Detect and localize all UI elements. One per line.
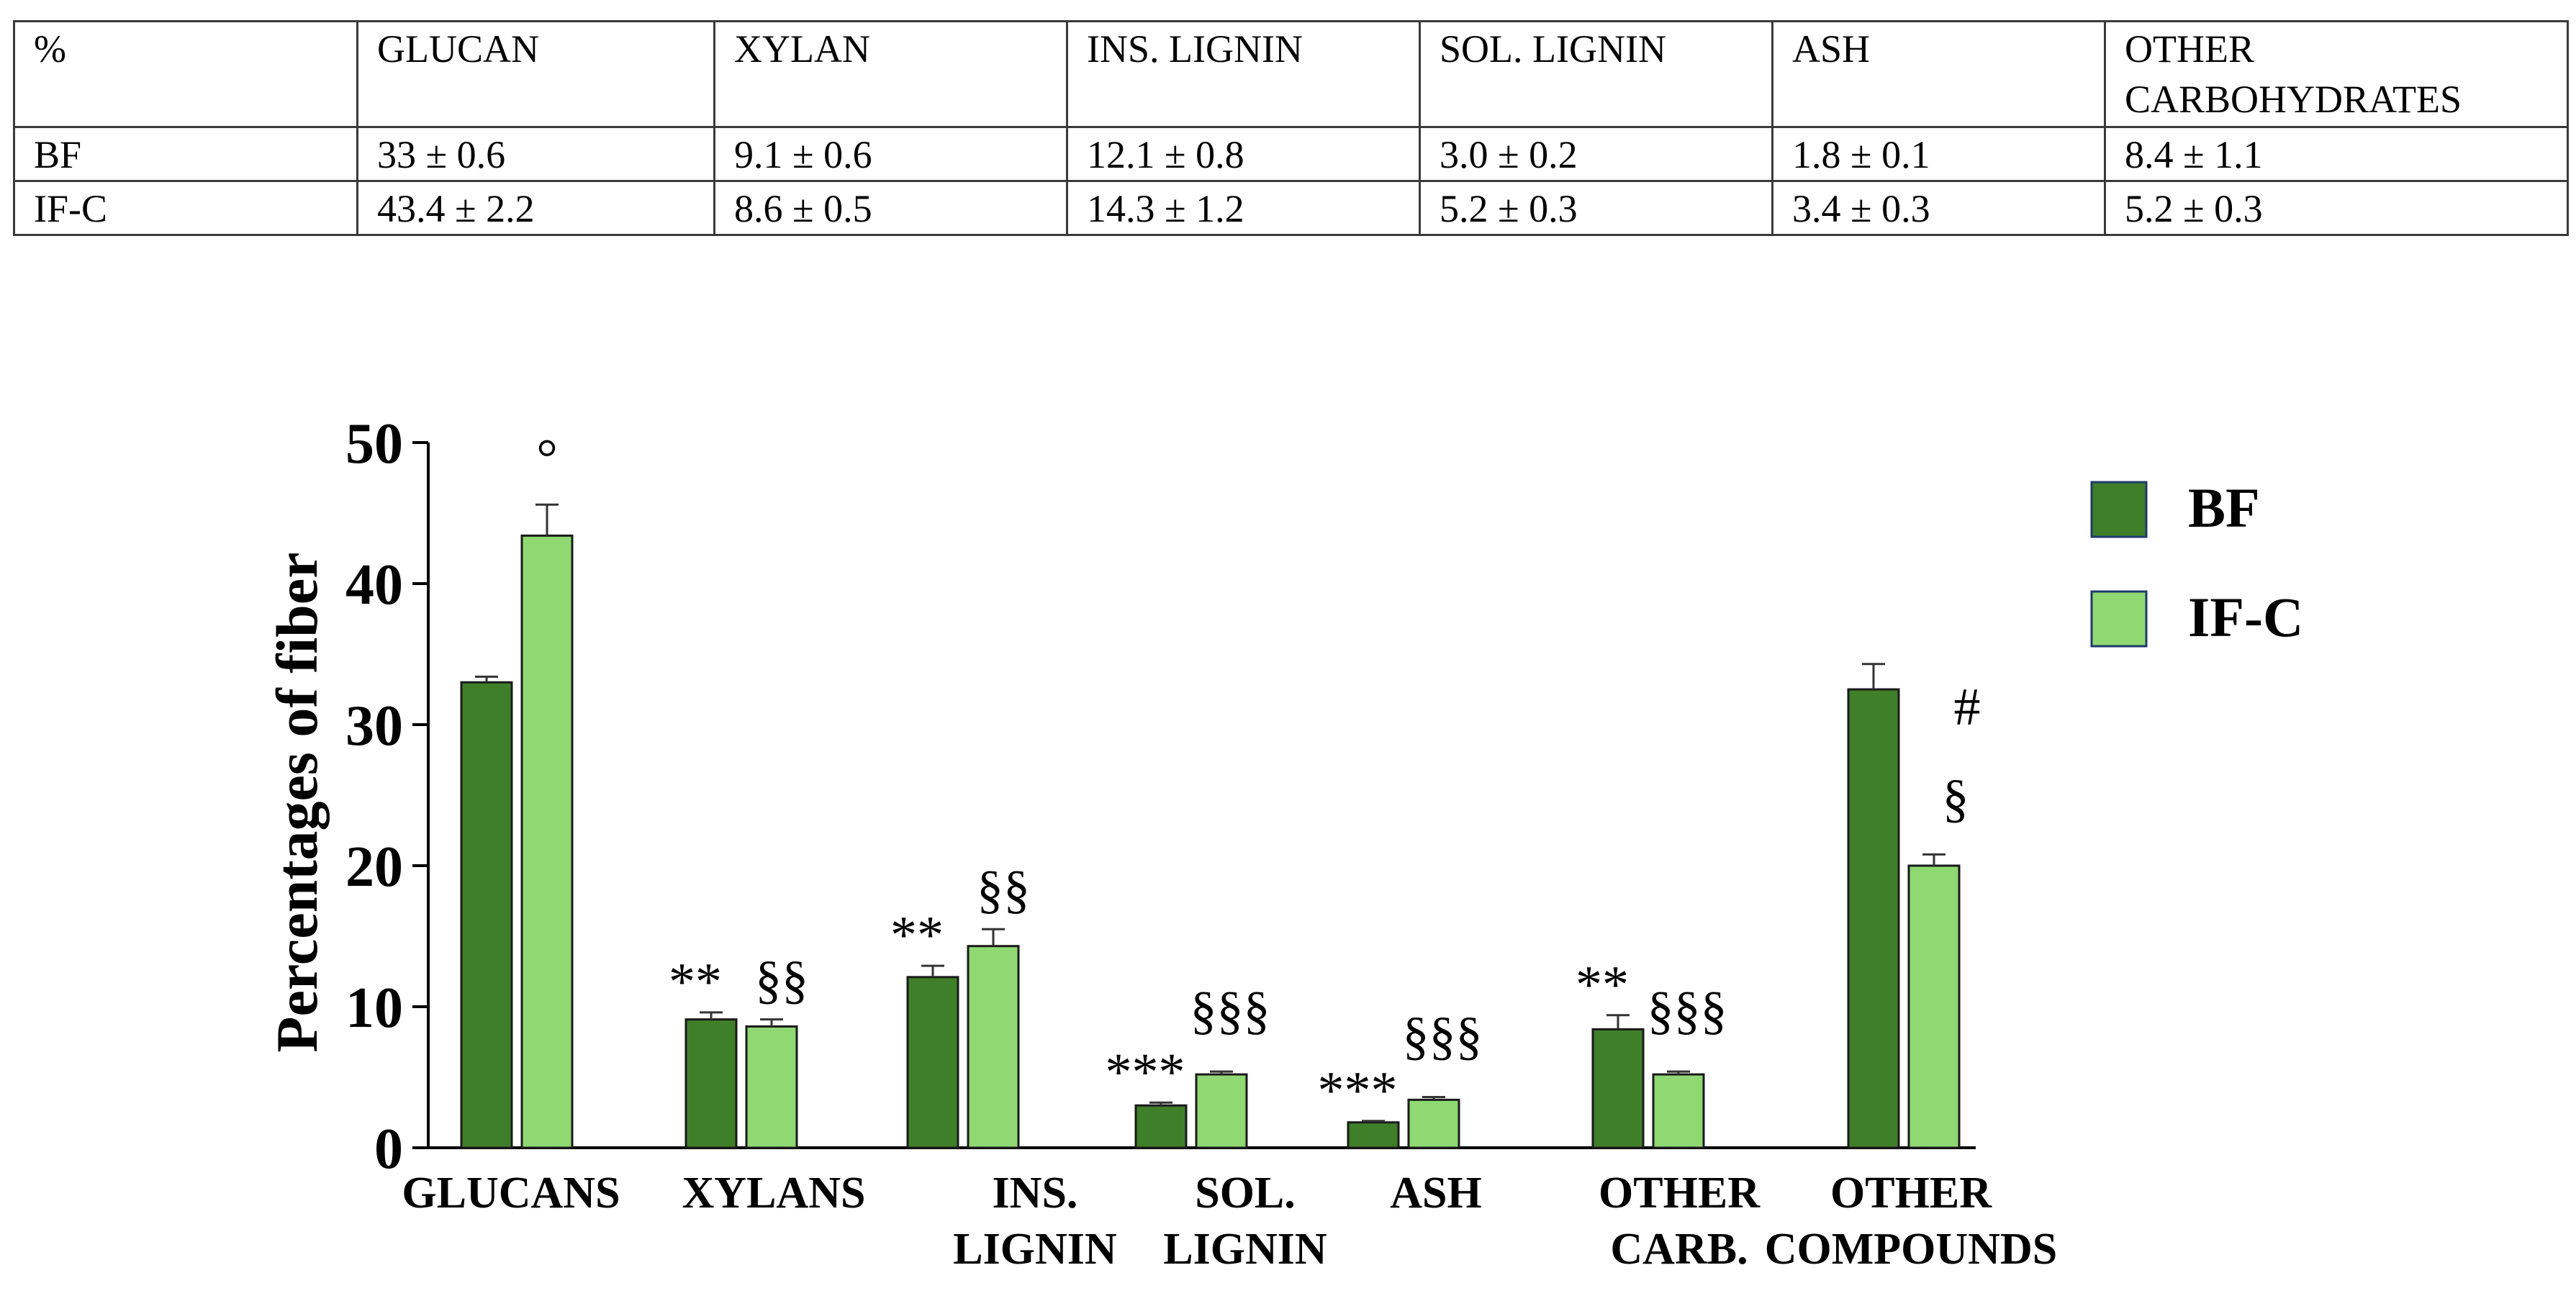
x-category-label: INS. LIGNIN xyxy=(953,1169,1116,1274)
significance-mark: ** xyxy=(669,953,722,1012)
significance-mark: ** xyxy=(890,906,944,965)
y-tick-label: 0 xyxy=(374,1118,403,1181)
bar-bf xyxy=(460,681,513,1149)
table-cell: 8.4 ± 1.1 xyxy=(2104,126,2569,182)
significance-mark: §§ xyxy=(755,951,808,1010)
y-tick-label: 40 xyxy=(345,553,403,617)
table-cell: 9.1 ± 0.6 xyxy=(713,126,1068,182)
bar-if-c xyxy=(967,945,1020,1149)
bar-bf xyxy=(684,1018,738,1149)
y-tick-label: 10 xyxy=(345,976,403,1040)
x-category-label: OTHER CARB. xyxy=(1599,1169,1761,1274)
x-category-label: XYLANS xyxy=(682,1169,866,1218)
bar-if-c xyxy=(1907,864,1961,1149)
table-cell: IF-C xyxy=(13,180,358,236)
legend-label-if-c: IF-C xyxy=(2188,586,2303,648)
significance-mark: §§§ xyxy=(1648,982,1727,1041)
bar-bf xyxy=(1347,1121,1400,1149)
bar-if-c xyxy=(520,534,574,1149)
legend-swatch-if-c xyxy=(2090,590,2148,648)
bar-if-c xyxy=(1195,1073,1248,1149)
y-tick-label: 20 xyxy=(345,835,403,899)
table-cell: 1.8 ± 0.1 xyxy=(1771,126,2106,182)
table-cell: 14.3 ± 1.2 xyxy=(1066,180,1421,236)
significance-mark: ° xyxy=(536,429,558,488)
bar-bf xyxy=(1591,1028,1645,1149)
table-header-cell: SOL. LIGNIN xyxy=(1419,20,1773,128)
legend-label-bf: BF xyxy=(2188,476,2260,539)
table-cell: 3.4 ± 0.3 xyxy=(1771,180,2106,236)
table-header-cell: % xyxy=(13,20,358,128)
table-header-row: % GLUCAN XYLAN INS. LIGNIN SOL. LIGNIN A… xyxy=(13,20,2569,128)
table-cell: 3.0 ± 0.2 xyxy=(1419,126,1773,182)
table-cell: 8.6 ± 0.5 xyxy=(713,180,1068,236)
x-category-label: ASH xyxy=(1390,1169,1481,1218)
table-cell: 43.4 ± 2.2 xyxy=(356,180,715,236)
significance-mark: *** xyxy=(1106,1043,1185,1102)
x-category-label: OTHER COMPOUNDS xyxy=(1765,1169,2057,1274)
table-cell: 5.2 ± 0.3 xyxy=(2104,180,2569,236)
bar-bf xyxy=(1134,1104,1188,1149)
significance-mark: §§§ xyxy=(1403,1007,1483,1066)
table-header-cell: ASH xyxy=(1771,20,2106,128)
significance-mark: # xyxy=(1954,678,1981,737)
table-cell: 33 ± 0.6 xyxy=(356,126,715,182)
table-row: BF 33 ± 0.6 9.1 ± 0.6 12.1 ± 0.8 3.0 ± 0… xyxy=(13,126,2569,182)
significance-mark: §§ xyxy=(977,861,1030,920)
y-axis-label: Percentages of fiber xyxy=(264,552,330,1052)
composition-table: % GLUCAN XYLAN INS. LIGNIN SOL. LIGNIN A… xyxy=(13,20,2569,236)
bar-if-c xyxy=(1652,1073,1705,1149)
legend-swatch-bf xyxy=(2090,481,2148,538)
y-tick-label: 30 xyxy=(345,694,403,758)
table-header-cell: XYLAN xyxy=(713,20,1068,128)
table-cell: BF xyxy=(13,126,358,182)
significance-mark: ** xyxy=(1576,956,1629,1015)
bar-if-c xyxy=(1407,1098,1460,1149)
y-tick-label: 50 xyxy=(345,412,403,476)
x-category-label: GLUCANS xyxy=(402,1169,620,1218)
table-cell: 12.1 ± 0.8 xyxy=(1066,126,1421,182)
bar-bf xyxy=(906,976,959,1149)
x-category-label: SOL. LIGNIN xyxy=(1163,1169,1327,1274)
significance-mark: *** xyxy=(1318,1061,1398,1120)
significance-mark: § xyxy=(1943,769,1969,828)
table-header-cell: OTHER CARBOHYDRATES xyxy=(2104,20,2569,128)
table-header-cell: INS. LIGNIN xyxy=(1066,20,1421,128)
table-header-cell: GLUCAN xyxy=(356,20,715,128)
bar-if-c xyxy=(745,1025,798,1149)
table-cell: 5.2 ± 0.3 xyxy=(1419,180,1773,236)
significance-mark: §§§ xyxy=(1190,982,1270,1041)
table-row: IF-C 43.4 ± 2.2 8.6 ± 0.5 14.3 ± 1.2 5.2… xyxy=(13,180,2569,236)
bar-bf xyxy=(1847,688,1900,1149)
